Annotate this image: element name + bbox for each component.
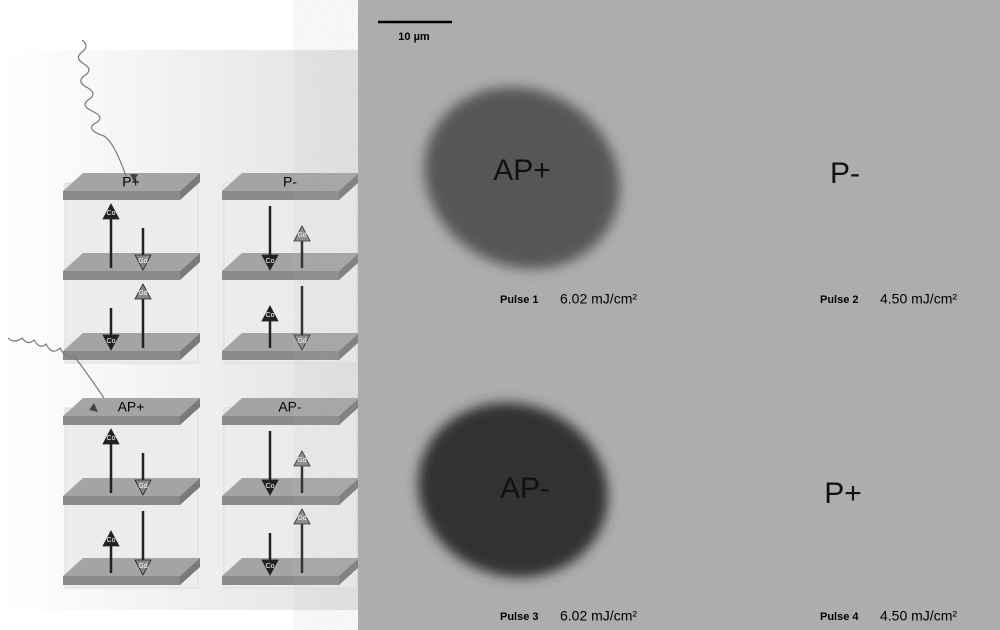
spin-label: Gd [297, 232, 306, 239]
spin-label: Co [266, 258, 275, 265]
state-label: P+ [824, 477, 862, 510]
cell-label: AP+ [118, 399, 145, 415]
pulse-energy: 4.50 mJ/cm² [880, 608, 957, 624]
spin-label: Co [107, 210, 116, 217]
plate-edge [222, 416, 339, 425]
spin-label: Gd [297, 515, 306, 522]
plate-top [63, 253, 200, 271]
pulse-label: Pulse 2 [820, 294, 859, 306]
plate-edge [222, 191, 339, 200]
spin-label: Gd [297, 338, 306, 345]
plate-top [63, 478, 200, 496]
pulse-energy: 6.02 mJ/cm² [560, 608, 637, 624]
plate-edge [222, 351, 339, 360]
plate-edge [63, 576, 180, 585]
plate-edge [222, 576, 339, 585]
plate-edge [63, 191, 180, 200]
cell-label: P- [283, 174, 297, 190]
cell-label: P+ [122, 174, 140, 190]
spin-label: Gd [138, 290, 147, 297]
figure: P+ Co Gd Co Gd P- Co Gd Co Gd AP+ Co Gd Co Gd AP- Co Gd Co… [0, 0, 1000, 630]
pulse-label: Pulse 3 [500, 611, 539, 623]
plate-top [222, 558, 359, 576]
state-label: P- [830, 157, 860, 190]
pulse-energy: 6.02 mJ/cm² [560, 291, 637, 307]
state-label: AP- [500, 472, 550, 505]
pulse-label: Pulse 4 [820, 611, 859, 623]
spin-label: Gd [138, 258, 147, 265]
plate-top [222, 478, 359, 496]
spin-label: Co [266, 312, 275, 319]
spin-label: Co [266, 483, 275, 490]
plate-top [222, 253, 359, 271]
spin-label: Co [107, 435, 116, 442]
plate-edge [63, 416, 180, 425]
plate-top [63, 558, 200, 576]
plate-edge [222, 496, 339, 505]
plate-top [63, 333, 200, 351]
plate-edge [222, 271, 339, 280]
scale-label: 10 µm [398, 31, 430, 43]
plate-edge [63, 351, 180, 360]
cell-label: AP- [278, 399, 302, 415]
spin-label: Gd [297, 457, 306, 464]
plate-edge [63, 271, 180, 280]
plate-edge [63, 496, 180, 505]
state-label: AP+ [493, 154, 551, 187]
pulse-energy: 4.50 mJ/cm² [880, 291, 957, 307]
spin-label: Gd [138, 563, 147, 570]
plate-top [222, 333, 359, 351]
pulse-label: Pulse 1 [500, 294, 539, 306]
spin-label: Co [266, 563, 275, 570]
spin-label: Co [107, 338, 116, 345]
spin-label: Gd [138, 483, 147, 490]
spin-label: Co [107, 537, 116, 544]
